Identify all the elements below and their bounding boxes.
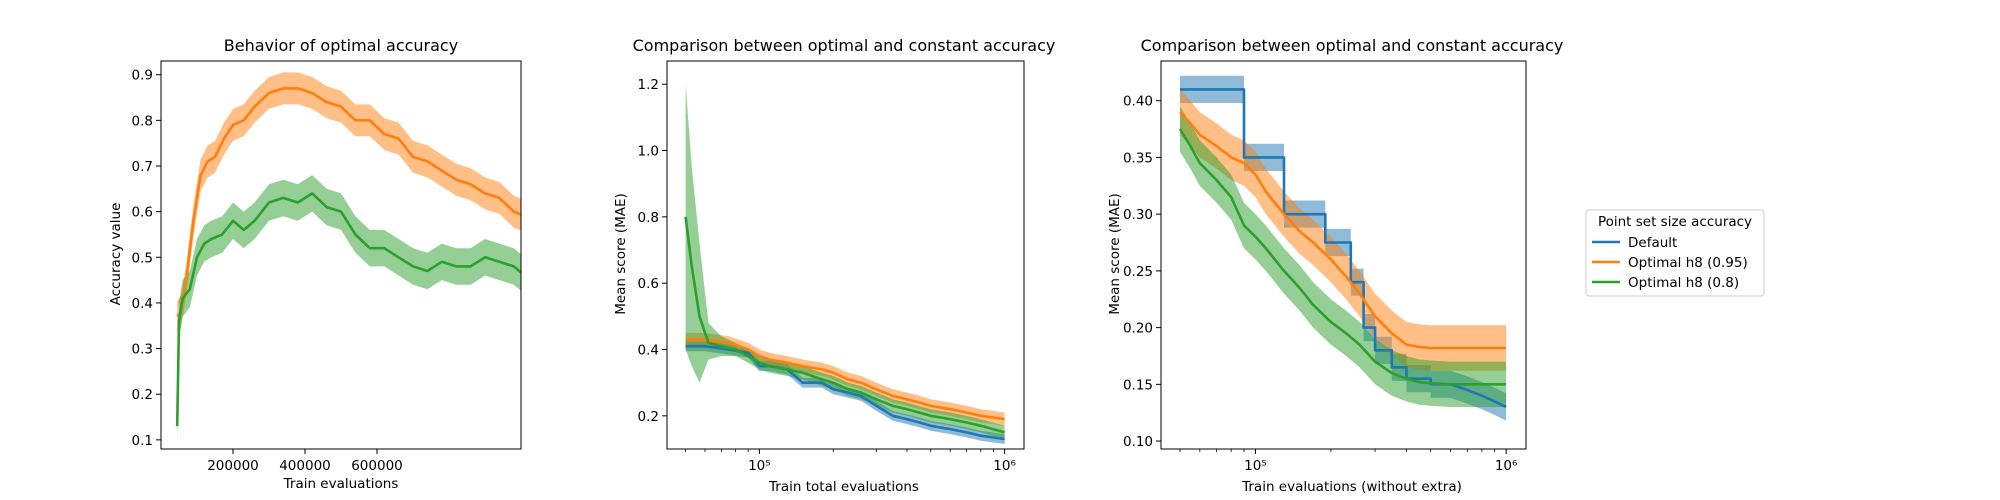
x-tick-label: 10⁵ (748, 458, 771, 474)
y-tick-label: 1.2 (638, 77, 659, 93)
series-0-line (176, 87, 521, 318)
x-tick-label: 10⁶ (993, 458, 1016, 474)
y-tick-label: 0.20 (1123, 321, 1153, 337)
legend-items: Default Optimal h8 (0.95) Optimal h8 (0.8) (1592, 235, 1748, 291)
y-axis-label: Mean score (MAE) (1107, 193, 1123, 315)
legend-label: Optimal h8 (0.95) (1628, 255, 1748, 271)
y-tick-label: 0.8 (132, 113, 153, 129)
y-tick-label: 0.35 (1123, 150, 1153, 166)
y-tick-label: 0.15 (1123, 377, 1153, 393)
axes-frame (666, 60, 1025, 450)
x-tick-label: 10⁶ (1495, 458, 1518, 474)
series-2-line (1178, 128, 1507, 386)
series-0-band (177, 72, 521, 333)
x-tick-label: 200000 (207, 458, 259, 474)
series-2-band (685, 84, 1005, 440)
series-1-line (175, 192, 521, 427)
panel-comparison-total: Comparison between optimal and constant … (613, 36, 1055, 495)
axes-frame (1160, 60, 1527, 450)
y-tick-label: 0.4 (132, 296, 153, 312)
y-tick-label: 1.0 (638, 144, 659, 160)
y-tick-label: 0.8 (638, 210, 659, 226)
x-axis-label: Train evaluations (283, 476, 399, 492)
x-tick-label: 10⁵ (1244, 458, 1267, 474)
x-axis-label: Train evaluations (without extra) (1241, 479, 1462, 495)
legend: Point set size accuracy Default Optimal h… (1585, 209, 1765, 297)
plot-area (1178, 75, 1507, 421)
y-tick-label: 0.7 (132, 159, 153, 175)
y-tick-label: 0.2 (132, 387, 153, 403)
panel-comparison-without-extra: Comparison between optimal and constant … (1107, 36, 1563, 495)
series-1-band (1180, 89, 1507, 371)
panel-optimal-accuracy: Behavior of optimal accuracy Train evalu… (108, 36, 522, 492)
chart-title: Comparison between optimal and constant … (633, 36, 1056, 55)
y-tick-label: 0.5 (132, 250, 153, 266)
x-tick-label: 400000 (279, 458, 331, 474)
y-tick-label: 0.6 (638, 276, 659, 292)
legend-frame (1585, 209, 1765, 297)
series-1-band (177, 175, 521, 445)
y-tick-label: 0.10 (1123, 434, 1153, 450)
series-2-line (684, 216, 1005, 434)
y-axis-label: Accuracy value (108, 203, 124, 306)
y-axis-label: Mean score (MAE) (613, 193, 629, 315)
legend-label: Optimal h8 (0.8) (1628, 275, 1739, 291)
y-tick-label: 0.2 (638, 409, 659, 425)
y-tick-label: 0.30 (1123, 207, 1153, 223)
legend-title: Point set size accuracy (1598, 214, 1752, 230)
plot-area (175, 72, 521, 445)
x-tick-label: 600000 (351, 458, 403, 474)
y-tick-label: 0.25 (1123, 264, 1153, 280)
plot-area (684, 84, 1005, 444)
chart-title: Behavior of optimal accuracy (224, 36, 458, 55)
y-tick-label: 0.9 (132, 68, 153, 84)
x-axis-label: Train total evaluations (768, 479, 919, 495)
y-tick-label: 0.6 (132, 205, 153, 221)
y-tick-label: 0.1 (132, 433, 153, 449)
series-1-line (1179, 111, 1507, 350)
y-tick-label: 0.4 (638, 343, 659, 359)
y-tick-label: 0.40 (1123, 94, 1153, 110)
series-2-band (1180, 106, 1507, 408)
chart-title: Comparison between optimal and constant … (1141, 36, 1564, 55)
series-1-line (685, 338, 1005, 421)
axes-frame (160, 60, 522, 450)
legend-label: Default (1628, 235, 1677, 251)
y-tick-label: 0.3 (132, 342, 153, 358)
